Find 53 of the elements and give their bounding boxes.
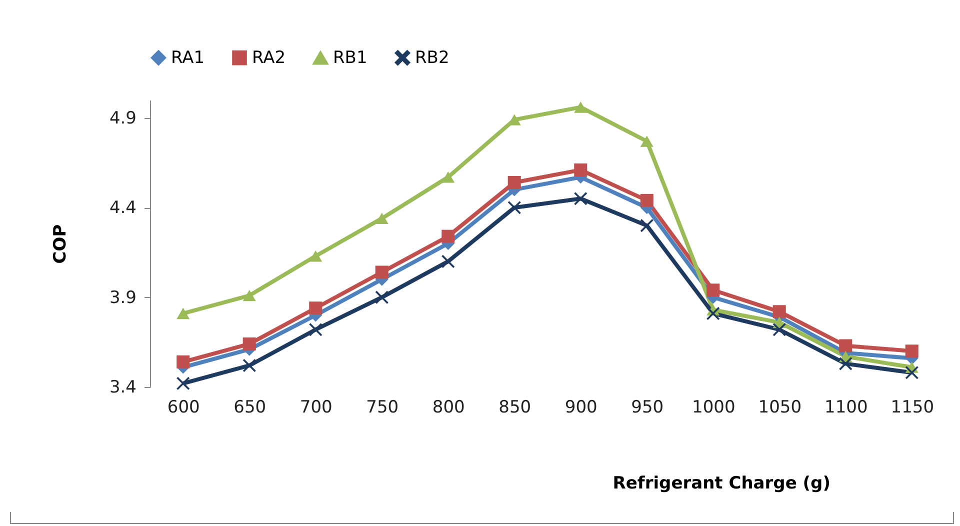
- point: [442, 254, 455, 268]
- x-tick-label: 750: [366, 398, 399, 418]
- x-tick-label: 700: [300, 398, 332, 418]
- point: [309, 302, 322, 315]
- x-tick-label: 850: [498, 398, 532, 418]
- point: [706, 284, 720, 297]
- y-axis-title: COP: [50, 224, 70, 264]
- point: [242, 337, 256, 350]
- x-tick-label: 1050: [758, 398, 802, 418]
- point: [375, 266, 388, 279]
- x-tick-label: 1150: [890, 398, 934, 418]
- point: [508, 176, 521, 190]
- x-tick-label: 600: [167, 398, 200, 418]
- legend-label: RB2: [415, 48, 450, 68]
- point: [309, 323, 322, 336]
- point: [574, 163, 588, 176]
- x-axis-title: Refrigerant Charge (g): [612, 474, 830, 494]
- point: [242, 290, 256, 302]
- point: [442, 230, 455, 243]
- point: [442, 171, 455, 183]
- x-tick-label: 650: [234, 398, 266, 418]
- point: [176, 355, 190, 368]
- point: [640, 136, 654, 147]
- y-tick-label: 3.9: [109, 288, 136, 308]
- point: [242, 358, 256, 372]
- point: [309, 250, 322, 262]
- x-tick-label: 900: [564, 398, 598, 418]
- x-tick-label: 950: [631, 398, 664, 418]
- x-tick-label: 1000: [692, 398, 736, 418]
- point: [640, 219, 654, 232]
- point: [574, 102, 588, 113]
- legend-label: RB1: [333, 48, 368, 68]
- point: [375, 212, 388, 224]
- point: [905, 344, 918, 358]
- y-tick-label: 4.4: [109, 198, 136, 218]
- x-tick-label: 800: [432, 398, 465, 418]
- point: [176, 376, 190, 390]
- point: [706, 306, 720, 320]
- point: [508, 201, 521, 214]
- x-tick-label: 1100: [824, 398, 868, 418]
- point: [640, 194, 654, 207]
- point: [905, 366, 918, 380]
- legend-label: RA1: [171, 48, 205, 68]
- point: [839, 357, 852, 370]
- y-tick-label: 4.9: [109, 108, 136, 128]
- point: [772, 305, 786, 318]
- point: [772, 323, 786, 336]
- legend-label: RA2: [252, 48, 286, 68]
- point: [839, 339, 852, 352]
- point: [574, 192, 588, 206]
- point: [176, 308, 190, 320]
- point: [375, 290, 388, 304]
- y-tick-label: 3.4: [109, 378, 136, 398]
